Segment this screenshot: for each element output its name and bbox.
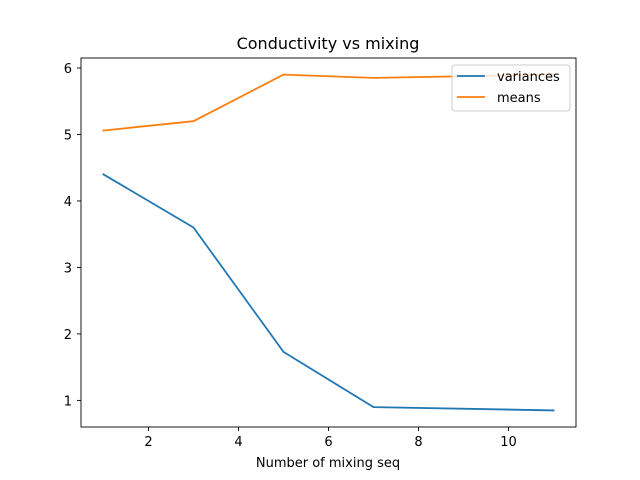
y-tick-label: 3 [64,261,72,276]
y-tick-label: 5 [64,128,72,143]
data-point-means [372,77,375,79]
x-tick-label: 8 [414,435,422,450]
plot-frame [80,57,577,428]
data-point-means [102,129,105,132]
data-point-variances [282,350,285,353]
data-point-variances [372,406,375,408]
data-point-means [282,73,285,76]
series-layer [102,73,555,412]
x-axis-label: Number of mixing seq [256,456,400,471]
legend-label-variances: variances [497,70,560,85]
y-tick-label: 2 [64,328,72,343]
chart-title: Conductivity vs mixing [237,34,420,53]
data-point-variances [552,409,555,412]
legend-label-means: means [497,91,541,106]
x-tick-label: 6 [324,435,332,450]
x-tick-label: 2 [144,435,152,450]
legend: variances means [451,64,571,112]
data-point-variances [102,173,105,176]
y-tick-label: 6 [64,62,72,77]
y-tick-label: 4 [64,195,72,210]
data-point-variances [192,226,195,229]
y-tick-label: 1 [64,394,72,409]
x-tick-label: 10 [500,435,517,450]
x-tick-label: 4 [234,435,242,450]
data-point-means [192,120,195,123]
series-line-variances [102,173,555,412]
